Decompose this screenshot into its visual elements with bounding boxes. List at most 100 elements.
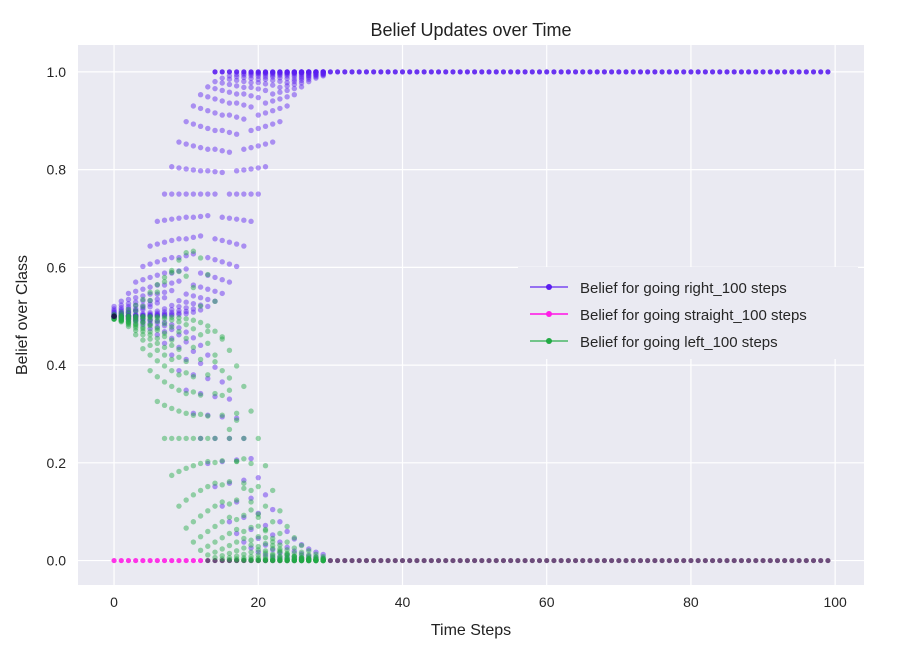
belief-point-left — [233, 553, 240, 559]
belief-point-left — [270, 551, 276, 557]
belief-point-left — [118, 312, 124, 318]
belief-point-right — [298, 72, 305, 78]
belief-point-right — [118, 313, 124, 319]
belief-point-left — [320, 557, 326, 563]
belief-point-right — [140, 316, 146, 323]
belief-point-ceiling — [262, 69, 269, 75]
belief-point-right — [298, 551, 305, 557]
belief-point-ceiling — [486, 69, 492, 75]
belief-point-left — [132, 320, 139, 327]
belief-point-left — [176, 468, 182, 475]
belief-point-left — [161, 363, 168, 369]
belief-point-left — [277, 542, 283, 548]
belief-point-left — [140, 328, 146, 334]
belief-point-left — [226, 478, 233, 485]
belief-point-right — [183, 308, 189, 315]
belief-point-ceiling — [515, 69, 521, 75]
belief-point-left — [291, 553, 298, 560]
belief-point-left — [154, 289, 161, 295]
belief-point-right — [205, 84, 211, 90]
belief-point-left — [241, 485, 247, 492]
belief-point-left — [255, 435, 261, 442]
belief-point-left — [169, 342, 175, 349]
belief-point-right — [205, 272, 211, 278]
belief-point-right — [255, 76, 261, 83]
belief-point-left — [132, 317, 139, 324]
belief-point-left — [262, 554, 269, 560]
belief-point-ceiling — [673, 69, 680, 75]
belief-point-left — [154, 358, 161, 364]
belief-point-right — [205, 125, 211, 132]
belief-point-right — [306, 71, 312, 77]
data-points — [111, 69, 831, 564]
belief-point-left — [306, 554, 312, 560]
belief-point-left — [313, 557, 319, 564]
belief-point-right — [298, 75, 305, 82]
belief-point-right — [125, 313, 132, 319]
belief-point-left — [298, 555, 305, 561]
belief-point-right — [183, 236, 189, 242]
belief-point-left — [219, 546, 225, 552]
belief-point-right — [183, 141, 189, 147]
belief-point-left — [190, 317, 197, 323]
belief-point-right — [197, 307, 204, 313]
belief-point-right — [147, 274, 153, 281]
belief-point-left — [197, 435, 204, 442]
belief-point-right — [226, 112, 233, 118]
belief-point-right — [176, 311, 182, 318]
belief-point-right — [313, 71, 319, 77]
belief-point-ceiling — [645, 69, 651, 75]
belief-point-floor — [818, 557, 824, 564]
belief-point-right — [176, 307, 182, 314]
belief-point-right — [212, 298, 218, 304]
belief-point-left — [183, 525, 189, 531]
belief-point-right — [306, 73, 312, 79]
belief-point-right — [298, 77, 305, 83]
belief-point-floor — [435, 557, 442, 564]
belief-point-right — [226, 81, 233, 88]
belief-point-left — [169, 314, 175, 320]
belief-point-left — [118, 315, 124, 321]
belief-point-floor — [161, 557, 168, 564]
belief-point-floor — [197, 557, 204, 564]
belief-point-left — [233, 497, 240, 503]
belief-point-floor — [724, 557, 730, 564]
belief-point-right — [132, 312, 139, 319]
belief-point-ceiling — [594, 69, 600, 75]
belief-point-left — [118, 313, 124, 320]
belief-point-right — [284, 94, 290, 100]
belief-point-left — [212, 480, 218, 486]
belief-point-left — [205, 413, 211, 419]
belief-point-left — [212, 549, 218, 555]
belief-point-right — [190, 282, 197, 288]
belief-point-right — [277, 105, 283, 112]
belief-point-floor — [183, 557, 189, 564]
belief-point-floor — [810, 557, 817, 564]
belief-point-right — [226, 435, 233, 442]
belief-point-right — [161, 191, 168, 197]
belief-point-left — [313, 554, 319, 560]
belief-point-right — [226, 396, 233, 402]
belief-point-right — [125, 317, 132, 323]
belief-point-left — [313, 557, 319, 564]
belief-point-left — [125, 316, 132, 322]
belief-point-floor — [731, 557, 737, 564]
belief-point-right — [118, 302, 124, 308]
belief-point-right — [262, 74, 269, 80]
belief-point-right — [205, 286, 211, 292]
belief-point-right — [197, 123, 204, 129]
belief-point-left — [219, 458, 225, 464]
belief-point-floor — [572, 557, 579, 564]
belief-point-right — [262, 76, 269, 83]
belief-point-ceiling — [407, 69, 413, 75]
belief-point-right — [241, 84, 247, 91]
belief-point-right — [241, 539, 247, 545]
belief-point-right — [176, 139, 182, 145]
belief-point-right — [118, 314, 124, 321]
belief-point-right — [197, 168, 204, 174]
belief-point-ceiling — [803, 69, 809, 75]
belief-point-ceiling — [356, 69, 362, 75]
belief-point-right — [169, 280, 175, 286]
belief-point-right — [270, 69, 276, 76]
belief-point-left — [277, 508, 283, 514]
